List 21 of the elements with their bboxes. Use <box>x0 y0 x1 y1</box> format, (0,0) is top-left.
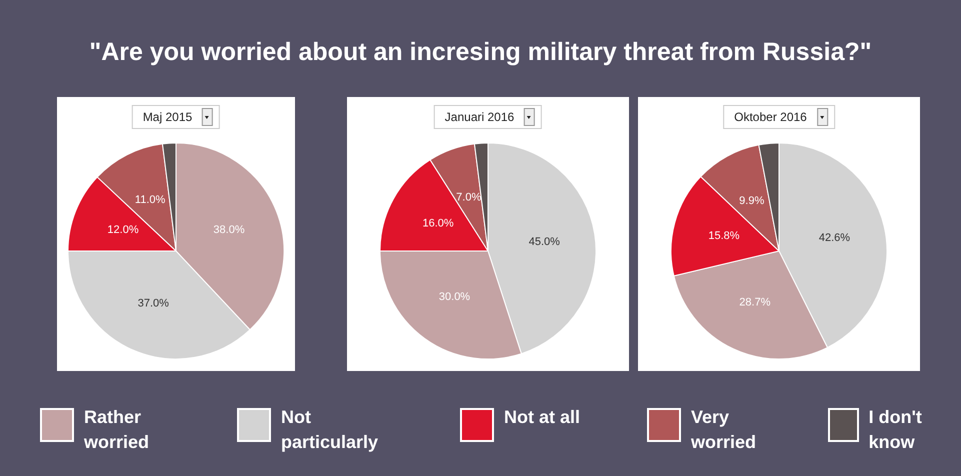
legend-label: I don't know <box>868 406 923 454</box>
legend-label: Not particularly <box>281 406 380 454</box>
data-label: 16.0% <box>422 218 454 230</box>
data-label: 9.9% <box>739 194 764 207</box>
chart-title: Oktober 2016 <box>734 110 807 124</box>
chart-title: Maj 2015 <box>142 110 192 124</box>
text: "Are you worried about an incresing military threat from Russia?" <box>88 38 873 67</box>
data-label: 28.7% <box>739 296 771 309</box>
data-label: 7.0% <box>456 191 482 204</box>
chart-title: Januari 2016 <box>444 110 514 124</box>
legend-label: Rather worried <box>84 406 150 454</box>
data-label: 38.0% <box>213 224 245 236</box>
data-label: 45.0% <box>528 236 560 248</box>
data-label: 11.0% <box>134 194 166 206</box>
data-label: 15.8% <box>708 230 740 242</box>
legend-label: Very worried <box>691 406 758 454</box>
data-label: 37.0% <box>138 297 170 310</box>
legend-label: Not at all <box>504 406 580 429</box>
data-label: 30.0% <box>438 291 470 304</box>
data-label: 42.6% <box>818 232 850 244</box>
data-label: 12.0% <box>107 224 139 236</box>
